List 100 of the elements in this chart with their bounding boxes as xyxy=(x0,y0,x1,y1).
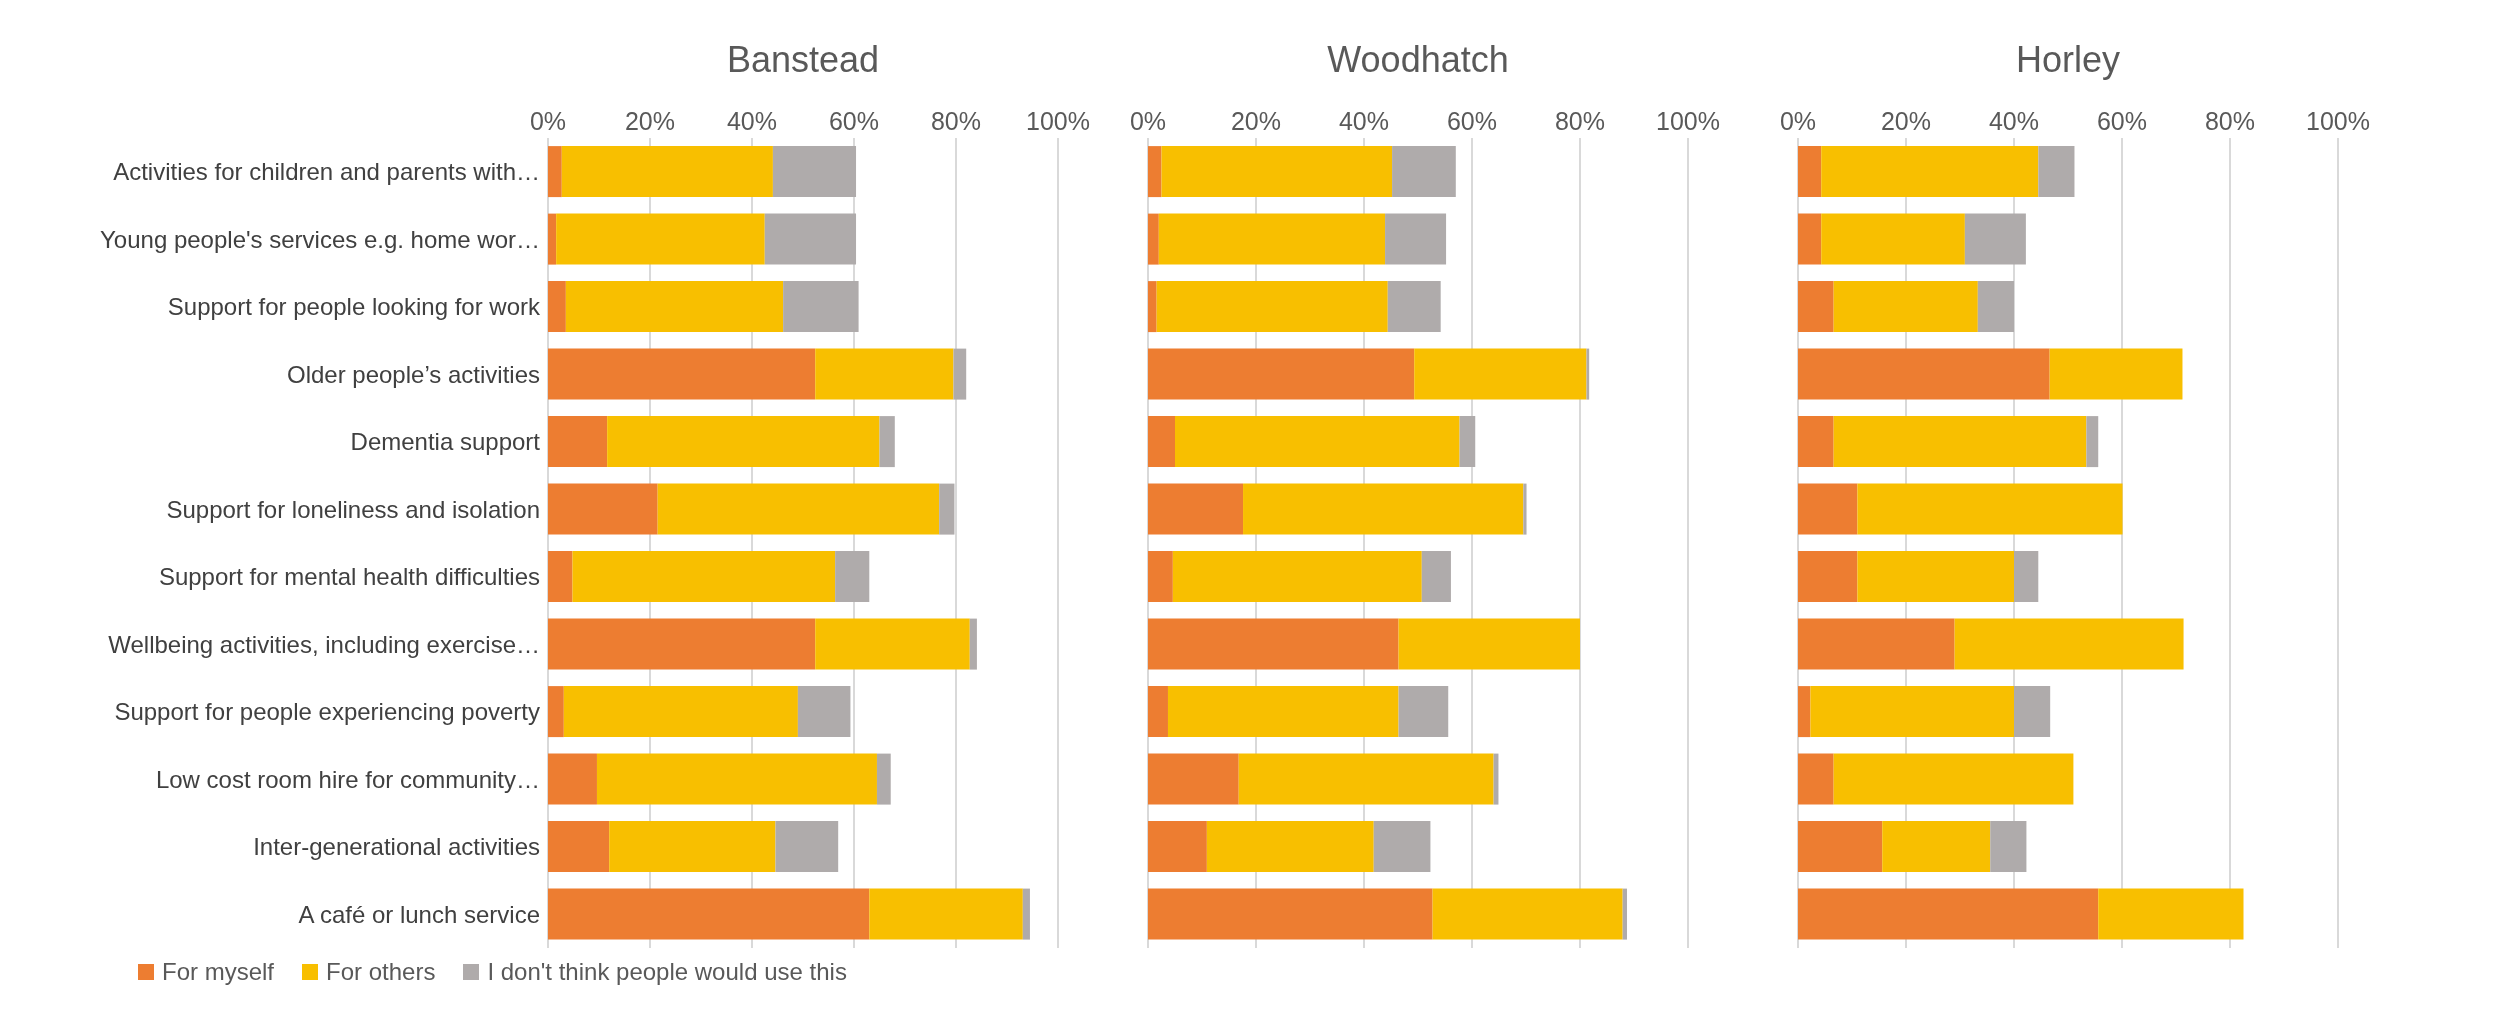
y-tick-label: Support for mental health difficulties xyxy=(158,563,540,591)
bar xyxy=(1954,618,2184,670)
chart-title: Woodhatch xyxy=(1326,38,1510,80)
bar xyxy=(1387,281,1441,333)
bar xyxy=(1833,753,2074,805)
bar xyxy=(876,753,891,805)
x-tick-label: 0% xyxy=(529,107,567,135)
bar xyxy=(1156,281,1388,333)
bar xyxy=(1158,213,1386,265)
y-tick-label: A café or lunch service xyxy=(298,900,540,928)
bar xyxy=(1523,483,1527,535)
bar xyxy=(2086,416,2099,468)
bar xyxy=(2014,686,2051,738)
y-tick-label: Support for loneliness and isolation xyxy=(166,495,540,523)
bar xyxy=(1798,888,2099,940)
bar xyxy=(772,146,857,198)
bar xyxy=(548,618,816,670)
bar xyxy=(2098,888,2244,940)
x-tick-label: 40% xyxy=(1338,107,1390,135)
bar xyxy=(548,213,557,265)
bar xyxy=(548,348,816,400)
bar xyxy=(548,281,566,333)
bar xyxy=(1459,416,1476,468)
chart-title: Horley xyxy=(2015,38,2121,80)
bar xyxy=(1161,146,1393,198)
bar xyxy=(1798,821,1883,873)
bar xyxy=(561,146,773,198)
bar xyxy=(1821,146,2039,198)
bar xyxy=(1798,551,1858,603)
bar xyxy=(939,483,955,535)
bar xyxy=(1243,483,1524,535)
bar xyxy=(572,551,836,603)
bar xyxy=(1421,551,1451,603)
bar xyxy=(1373,821,1431,873)
y-tick-label: Support for people experiencing poverty xyxy=(114,698,540,726)
bar xyxy=(1175,416,1460,468)
x-tick-label: 80% xyxy=(930,107,982,135)
x-tick-label: 60% xyxy=(2096,107,2148,135)
bar xyxy=(1148,213,1159,265)
bar xyxy=(1833,416,2087,468)
x-tick-label: 80% xyxy=(2204,107,2256,135)
legend-label: For others xyxy=(326,958,436,986)
bar xyxy=(1148,821,1207,873)
bar xyxy=(815,348,954,400)
y-tick-label: Low cost room hire for community… xyxy=(155,765,540,793)
y-tick-label: Activities for children and parents with… xyxy=(113,158,540,186)
bar xyxy=(1206,821,1374,873)
bar xyxy=(548,753,597,805)
bar xyxy=(556,213,765,265)
bar xyxy=(1398,686,1449,738)
bar xyxy=(1238,753,1494,805)
bar xyxy=(835,551,870,603)
x-tick-label: 100% xyxy=(2306,107,2370,135)
bar xyxy=(548,551,573,603)
bar xyxy=(1148,416,1175,468)
bar xyxy=(815,618,970,670)
bar xyxy=(1990,821,2027,873)
bar xyxy=(879,416,895,468)
bar xyxy=(775,821,839,873)
bar xyxy=(1821,213,1965,265)
bar xyxy=(596,753,877,805)
bar xyxy=(1798,416,1834,468)
y-tick-label: Young people's services e.g. home wor… xyxy=(100,225,540,253)
chart-title: Banstead xyxy=(725,38,881,80)
bar xyxy=(1798,618,1955,670)
bar xyxy=(1414,348,1587,400)
bar xyxy=(548,146,562,198)
bar xyxy=(2014,551,2039,603)
x-tick-label: 40% xyxy=(1988,107,2040,135)
bar xyxy=(1977,281,2014,333)
bar xyxy=(1148,483,1244,535)
bar xyxy=(1810,686,2014,738)
bar xyxy=(548,821,610,873)
x-tick-label: 0% xyxy=(1129,107,1167,135)
bar xyxy=(548,483,658,535)
bar xyxy=(1385,213,1447,265)
y-tick-label: Dementia support xyxy=(350,428,541,456)
bar xyxy=(1798,281,1834,333)
bar xyxy=(1148,888,1433,940)
bar xyxy=(607,416,880,468)
bar xyxy=(1392,146,1456,198)
bar xyxy=(565,281,784,333)
bar xyxy=(1798,483,1858,535)
bar xyxy=(1398,618,1580,670)
x-tick-label: 80% xyxy=(1554,107,1606,135)
legend-label: I don't think people would use this xyxy=(487,958,847,986)
bar xyxy=(1148,281,1157,333)
bar xyxy=(1798,146,1822,198)
bar xyxy=(1148,348,1415,400)
y-tick-label: Support for people looking for work xyxy=(167,293,541,321)
bar xyxy=(969,618,977,670)
bar xyxy=(1833,281,1978,333)
legend-label: For myself xyxy=(162,958,275,986)
y-tick-label: Wellbeing activities, including exercise… xyxy=(108,630,540,658)
bar xyxy=(1882,821,1991,873)
bar xyxy=(657,483,940,535)
bar xyxy=(1148,551,1173,603)
bar xyxy=(1586,348,1590,400)
bar xyxy=(1857,483,2123,535)
bar xyxy=(1798,348,2050,400)
